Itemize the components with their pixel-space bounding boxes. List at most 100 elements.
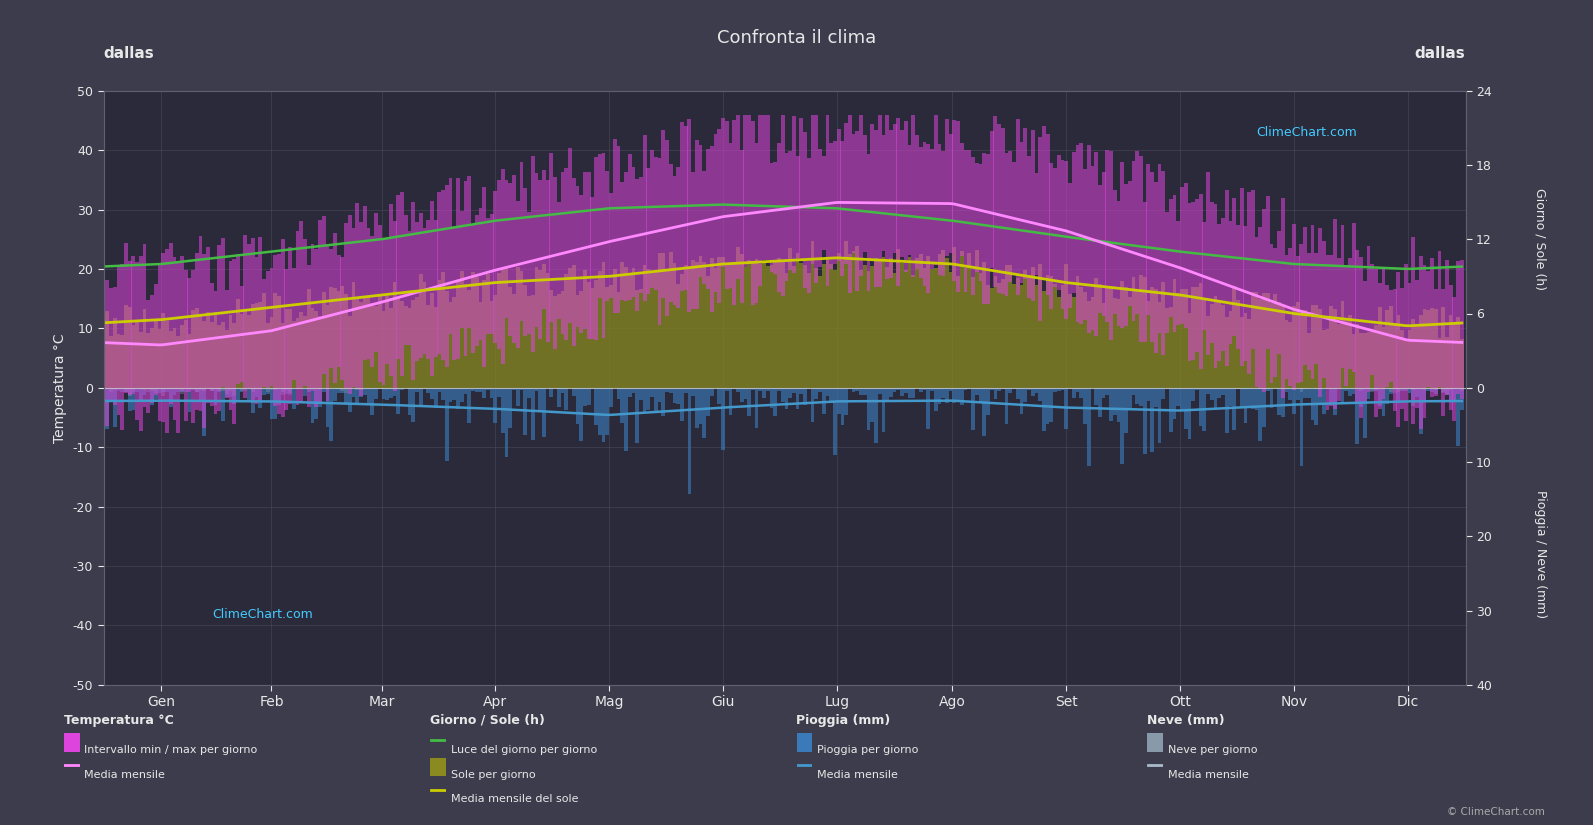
Bar [1142,388,1147,454]
Bar [900,130,903,257]
Bar [341,388,344,394]
Bar [1150,172,1153,342]
Bar [736,388,739,392]
Bar [1228,388,1233,407]
Bar [1147,388,1150,401]
Bar [239,314,244,388]
Bar [781,388,785,402]
Bar [908,388,911,398]
Bar [1128,297,1131,388]
Bar [172,388,177,389]
Bar [1341,388,1344,402]
Bar [1303,310,1306,388]
Bar [1317,388,1322,389]
Bar [472,272,475,388]
Bar [538,388,542,412]
Bar [631,388,636,393]
Bar [755,259,758,388]
Bar [825,388,830,396]
Bar [628,388,631,397]
Bar [155,321,158,388]
Bar [411,300,416,388]
Bar [761,388,766,398]
Bar [430,388,433,399]
Bar [1397,388,1400,401]
Bar [325,246,330,401]
Bar [933,388,938,411]
Bar [1381,388,1386,389]
Bar [1117,388,1120,422]
Bar [561,172,564,334]
Text: Media mensile: Media mensile [1168,770,1249,780]
Bar [972,157,975,295]
Bar [1050,276,1053,388]
Bar [1184,388,1187,429]
Bar [180,388,183,394]
Bar [1106,289,1109,388]
Bar [669,252,672,388]
Bar [333,388,336,401]
Bar [255,303,258,388]
Bar [717,388,722,404]
Bar [1375,269,1378,417]
Text: Neve per giorno: Neve per giorno [1168,745,1257,755]
Bar [1270,244,1273,383]
Bar [472,388,475,390]
Bar [620,182,624,300]
Bar [177,261,180,433]
Bar [655,388,658,412]
Bar [855,131,859,290]
Bar [666,271,669,388]
Bar [433,220,438,357]
Bar [150,388,155,405]
Bar [1273,388,1278,389]
Bar [1034,172,1039,276]
Bar [569,268,572,388]
Bar [1266,388,1270,391]
Bar [519,388,524,390]
Bar [1091,166,1094,330]
Bar [311,243,314,391]
Bar [1195,388,1200,390]
Bar [1120,162,1125,328]
Bar [132,325,135,388]
Bar [605,171,609,301]
Bar [550,290,553,388]
Bar [666,140,669,315]
Bar [989,388,994,390]
Bar [575,388,580,424]
Bar [105,280,110,426]
Bar [978,388,983,403]
Bar [1306,333,1311,388]
Bar [363,206,366,360]
Bar [386,238,389,365]
Bar [110,388,113,393]
Bar [1434,309,1437,388]
Bar [524,388,527,435]
Bar [393,221,397,391]
Bar [542,169,546,309]
Bar [1153,182,1158,353]
Bar [296,318,299,388]
Bar [452,227,456,360]
Bar [1023,270,1027,388]
Bar [408,388,411,415]
Bar [903,388,908,394]
Bar [1375,388,1378,391]
Bar [1053,388,1058,393]
Bar [1176,388,1180,406]
Bar [1164,309,1169,388]
Bar [1419,256,1423,429]
Bar [478,303,483,388]
Bar [1150,388,1153,452]
Bar [1367,247,1370,393]
Bar [225,290,228,398]
Bar [1039,388,1042,402]
Bar [919,147,922,278]
Bar [1448,388,1453,401]
Bar [636,290,639,388]
Bar [1445,260,1448,394]
Bar [155,388,158,399]
Bar [1400,388,1403,390]
Bar [127,388,132,412]
